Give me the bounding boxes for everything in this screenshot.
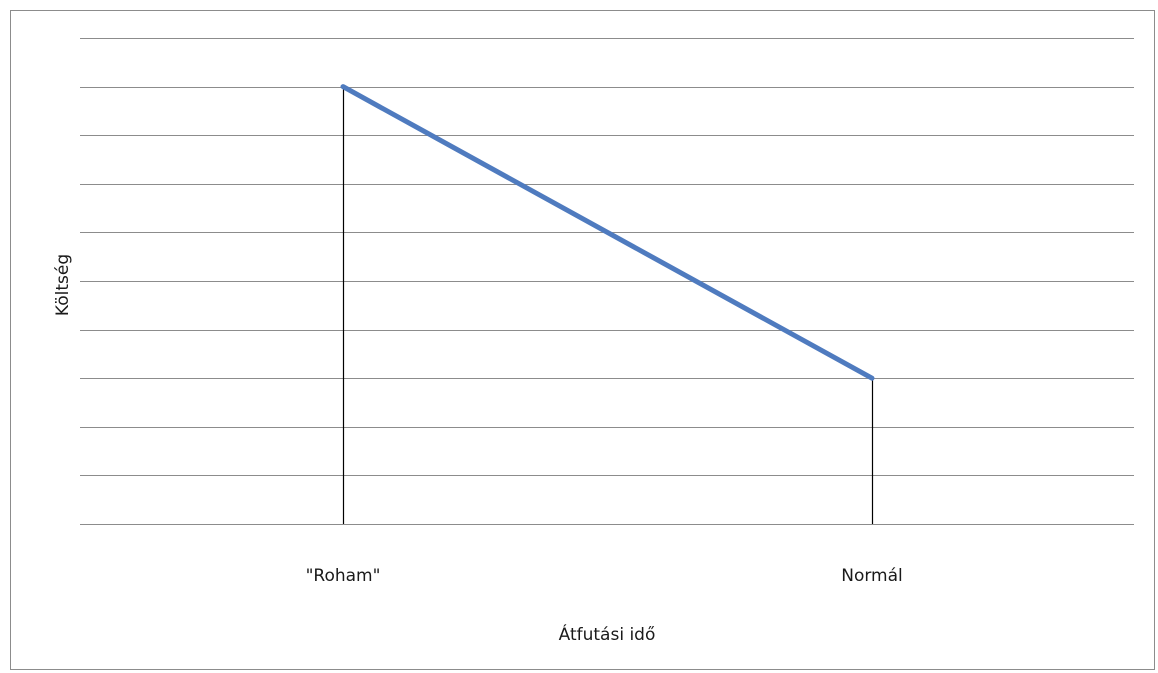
x-axis-label: Átfutási idő — [559, 623, 656, 645]
x-tick-labels: "Roham" Normál — [306, 566, 903, 586]
gridlines — [80, 38, 1134, 525]
drop-lines — [342, 86, 874, 524]
chart-area — [10, 10, 1155, 670]
series-line — [340, 84, 875, 381]
data-point — [870, 376, 874, 381]
series-layer — [340, 84, 875, 381]
data-point — [341, 84, 345, 89]
x-tick-label: Normál — [841, 566, 903, 586]
y-axis-label: Költség — [53, 254, 73, 316]
x-tick-label: "Roham" — [306, 566, 381, 586]
